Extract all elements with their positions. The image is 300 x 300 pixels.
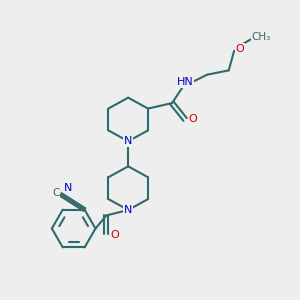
Text: HN: HN (177, 77, 194, 87)
Text: CH₃: CH₃ (252, 32, 271, 42)
Text: O: O (188, 115, 197, 124)
Text: O: O (235, 44, 244, 54)
Text: C: C (52, 188, 60, 198)
Text: O: O (111, 230, 119, 240)
Text: N: N (124, 136, 132, 146)
Text: N: N (124, 205, 132, 215)
Text: N: N (64, 183, 72, 193)
